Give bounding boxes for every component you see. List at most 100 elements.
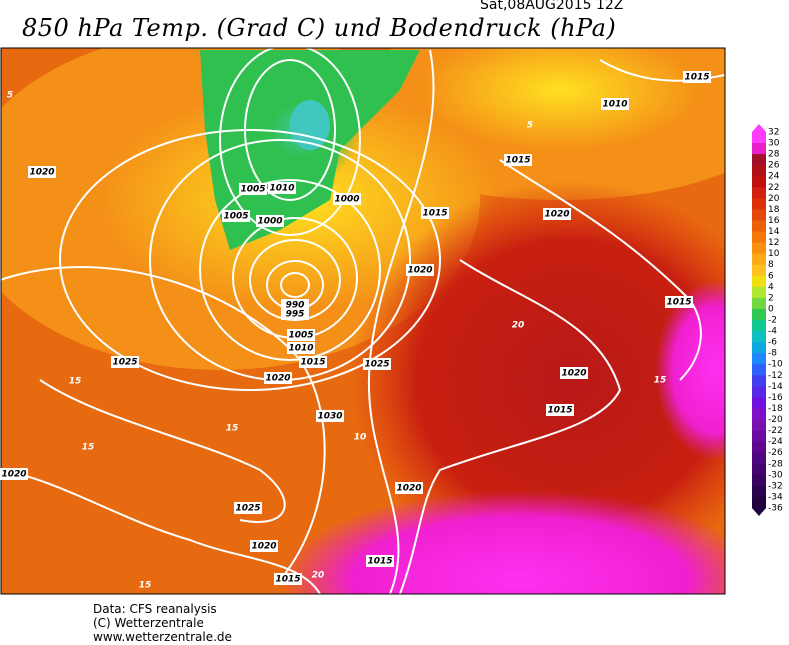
isobar-label: 1015 [547,406,572,416]
colorbar-label: -26 [768,448,783,458]
colorbar-band [752,320,766,332]
isobar-label: 1010 [288,344,313,354]
colorbar-label: -10 [768,360,783,370]
label-box [274,573,302,585]
temp-label: 5 [527,121,533,131]
colorbar-label: 20 [768,194,780,204]
colorbar-band [752,297,766,310]
label-box [333,193,361,205]
label-box [601,98,629,110]
colorbar-label: -28 [768,459,783,469]
title: 850 hPa Temp. (Grad C) und Bodendruck (h… [22,14,617,42]
temp-label: 5 [7,91,13,101]
isobar-label: 1015 [505,156,530,166]
colorbar-band [752,231,766,244]
colorbar-band [752,176,766,188]
isobar-label: 1020 [407,266,432,276]
colorbar-band [752,264,766,277]
colorbar-band [752,331,766,343]
map-field [1,48,725,594]
temp-label: 15 [139,581,152,591]
isobar-label: 1015 [367,557,392,567]
colorbar-label: 2 [768,293,774,303]
colorbar-band [752,353,766,365]
label-box [560,367,588,379]
colorbar-band [752,209,766,221]
colorbar-label: 6 [768,271,774,281]
colorbar-label: 32 [768,128,779,138]
colorbar-band [752,364,766,376]
colorbar-label: -36 [768,504,783,514]
colorbar-band [752,452,766,465]
label-box [28,166,56,178]
colorbar-band [752,430,766,443]
colorbar-label: 10 [768,249,780,259]
colorbar-band [752,474,766,487]
colorbar-label: -22 [768,426,783,436]
colorbar-band [752,308,766,321]
label-box [316,410,344,422]
colorbar-label: -32 [768,481,783,491]
colorbar-label: 28 [768,150,780,160]
isobar-label: 995 [286,310,305,320]
label-box [287,329,315,341]
isobar-label: 1020 [29,168,54,178]
temp-label: 20 [312,571,325,581]
label-box [546,404,574,416]
isobar-label: 1020 [251,542,276,552]
colorbar: 32302826242220181614121086420-2-4-6-8-10… [752,124,783,516]
isobar-label: 1000 [257,217,282,227]
isobar-label: 1015 [666,298,691,308]
label-box [250,540,278,552]
map-frame [0,47,726,595]
colorbar-label: 16 [768,216,780,226]
footer-line: Data: CFS reanalysis [93,602,217,616]
label-box [299,356,327,368]
label-box [256,215,284,227]
label-box [281,308,309,320]
date: Sat,08AUG2015 12Z [480,0,624,13]
label-box [0,468,28,480]
colorbar-band [752,375,766,387]
label-box [287,342,315,354]
label-box [111,356,139,368]
isobar-label: 1010 [602,100,627,110]
colorbar-cap [752,508,766,516]
colorbar-band [752,286,766,299]
label-box [366,555,394,567]
isobar-label: 1020 [1,470,26,480]
label-box [363,358,391,370]
isobar-label: 990 [286,301,305,311]
colorbar-band [752,441,766,454]
isobar-label: 1015 [422,209,447,219]
label-box [268,182,296,194]
footer-line: (C) Wetterzentrale [93,616,204,630]
label-box [222,210,250,222]
isobar-label: 1020 [561,369,586,379]
label-box [406,264,434,276]
isobar-label: 1015 [300,358,325,368]
colorbar-band [752,485,766,498]
temp-label: 15 [69,377,82,387]
isobar-label: 1020 [396,484,421,494]
isobar-label: 1020 [544,210,569,220]
label-box [421,207,449,219]
label-box [239,183,267,195]
isobar-label: 1005 [288,331,313,341]
colorbar-band [752,242,766,255]
colorbar-band [752,463,766,476]
label-box [234,502,262,514]
colorbar-label: -30 [768,470,783,480]
isobar-label: 1000 [334,195,359,205]
isobar-label: 1015 [684,73,709,83]
colorbar-band [752,220,766,233]
colorbar-label: 22 [768,183,779,193]
colorbar-label: 12 [768,238,779,248]
colorbar-label: 14 [768,227,780,237]
label-box [395,482,423,494]
colorbar-band [752,397,766,409]
colorbar-label: -24 [768,437,783,447]
colorbar-band [752,419,766,432]
label-box [543,208,571,220]
